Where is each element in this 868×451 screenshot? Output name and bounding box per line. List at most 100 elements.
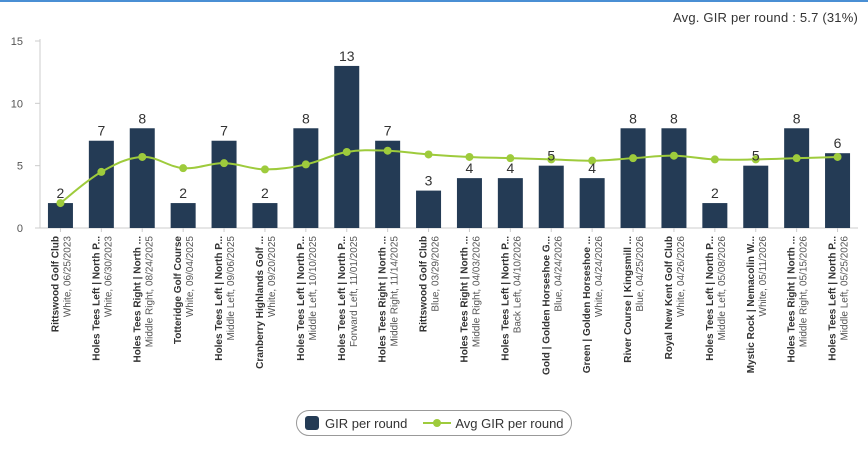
x-category-course: Holes Tees Right | North ... <box>787 236 798 363</box>
y-tick-label: 0 <box>17 223 23 235</box>
avg-gir-point <box>710 155 719 164</box>
legend-item-avg[interactable]: Avg GIR per round <box>407 415 564 431</box>
x-category-label: Holes Tees Left | North P... Middle Left,… <box>828 236 851 361</box>
bar-data-label: 5 <box>547 148 555 164</box>
top-accent-rule <box>0 0 868 2</box>
gir-bar <box>47 203 73 228</box>
x-category-label: Rittswood Golf Club White, 06/25/2023 <box>50 236 73 333</box>
bar-data-label: 4 <box>588 160 596 176</box>
x-category-label: Holes Tees Left | North P... Back Left, 0… <box>500 236 523 361</box>
avg-gir-point <box>588 156 597 165</box>
bar-data-label: 4 <box>506 160 514 176</box>
x-category-label: Holes Tees Left | North P... Middle Left,… <box>705 236 728 361</box>
x-category-label: Totteridge Golf Course White, 09/04/2025 <box>173 236 196 345</box>
bar-data-label: 13 <box>339 48 355 64</box>
x-category-course: Holes Tees Right | North ... <box>459 236 470 363</box>
avg-gir-point <box>260 165 269 174</box>
avg-gir-point <box>465 152 474 161</box>
x-category-course: River Course | Kingsmill ... <box>623 236 634 363</box>
x-category-detail: White, 05/11/2026 <box>758 236 769 317</box>
avg-gir-point <box>833 152 842 161</box>
gir-bar <box>497 178 523 228</box>
gir-bar <box>416 190 442 228</box>
x-category-detail: Middle Left, 05/08/2026 <box>717 236 728 341</box>
avg-gir-line <box>59 149 838 204</box>
legend-bar-swatch-icon <box>305 416 319 430</box>
bar-data-label: 8 <box>670 110 678 126</box>
x-category-course: Holes Tees Left | North P... <box>500 236 511 361</box>
avg-gir-point <box>547 155 556 164</box>
x-category-course: Royal New Kent Golf Club <box>664 236 675 359</box>
avg-gir-point <box>506 154 515 163</box>
bar-data-label: 2 <box>711 185 719 201</box>
x-category-label: Cranberry Highlands Golf ... White, 09/20… <box>255 236 278 369</box>
bar-data-label: 7 <box>97 123 105 139</box>
bar-data-label: 8 <box>302 110 310 126</box>
x-category-label: Holes Tees Right | North ... Middle Right… <box>787 236 810 363</box>
avg-gir-point <box>629 154 638 163</box>
x-category-course: Mystic Rock | Nemacolin W... <box>746 236 757 374</box>
x-category-detail: Middle Left, 09/06/2025 <box>226 236 237 341</box>
x-category-course: Holes Tees Left | North P... <box>296 236 307 361</box>
bar-data-label: 8 <box>793 110 801 126</box>
gir-bar <box>88 140 114 228</box>
bar-data-label: 7 <box>220 123 228 139</box>
x-category-label: Holes Tees Right | North ... Middle Right… <box>378 236 401 363</box>
x-category-label: Gold | Golden Horseshoe G... Blue, 04/24/… <box>541 236 564 375</box>
avg-line-series <box>56 146 842 208</box>
x-category-course: Rittswood Golf Club <box>50 236 61 332</box>
x-category-course: Holes Tees Left | North P... <box>828 236 839 361</box>
gir-bar <box>170 203 196 228</box>
bar-data-label: 3 <box>425 173 433 189</box>
x-category-detail: White, 04/26/2026 <box>676 236 687 318</box>
x-category-course: Holes Tees Left | North P... <box>214 236 225 361</box>
gir-bar <box>293 128 319 228</box>
gir-bar <box>538 165 564 228</box>
x-category-label: Holes Tees Right | North ... Middle Right… <box>459 236 482 363</box>
x-category-course: Holes Tees Left | North P... <box>91 236 102 361</box>
legend-gir-label: GIR per round <box>325 415 408 431</box>
x-category-label: Green | Golden Horseshoe ... White, 04/24… <box>582 236 605 374</box>
bar-data-label: 8 <box>138 110 146 126</box>
legend-line-swatch-icon <box>423 416 452 430</box>
avg-gir-summary: Avg. GIR per round : 5.7 (31%) <box>673 10 858 25</box>
legend-avg-label: Avg GIR per round <box>455 415 564 431</box>
bar-data-label: 2 <box>57 185 65 201</box>
gir-bar <box>620 128 646 228</box>
x-category-course: Rittswood Golf Club <box>419 236 430 332</box>
avg-gir-point <box>669 151 678 160</box>
avg-gir-point <box>138 152 147 161</box>
x-category-label: Holes Tees Left | North P... White, 06/30… <box>91 236 114 361</box>
x-category-detail: Blue, 04/25/2026 <box>635 236 646 312</box>
x-category-label: Royal New Kent Golf Club White, 04/26/202… <box>664 236 687 360</box>
avg-gir-point <box>342 147 351 156</box>
x-category-detail: Forward Left, 11/01/2025 <box>349 236 360 347</box>
gir-bar <box>743 165 769 228</box>
x-category-label: Holes Tees Right | North ... Middle Right… <box>132 236 155 363</box>
x-category-detail: White, 06/25/2023 <box>62 236 73 318</box>
x-category-detail: Middle Right, 11/14/2025 <box>390 236 401 347</box>
x-category-label: Holes Tees Left | North P... Forward Left… <box>337 236 360 361</box>
legend-item-gir[interactable]: GIR per round <box>297 416 407 431</box>
x-category-detail: Middle Left, 10/10/2025 <box>308 236 319 341</box>
y-tick-label: 10 <box>11 98 23 110</box>
bar-data-label: 7 <box>384 123 392 139</box>
gir-bar <box>456 178 482 228</box>
gir-bar <box>375 140 401 228</box>
x-category-detail: Middle Right, 08/24/2025 <box>144 236 155 348</box>
avg-gir-point <box>179 164 188 173</box>
bar-data-label: 4 <box>466 160 474 176</box>
x-category-detail: White, 09/04/2025 <box>185 236 196 318</box>
bar-data-label: 6 <box>834 135 842 151</box>
gir-bar <box>579 178 605 228</box>
chart-legend: GIR per round Avg GIR per round <box>296 410 572 436</box>
gir-bar <box>702 203 728 228</box>
bar-series <box>47 65 851 228</box>
gir-bar <box>825 153 851 228</box>
x-category-detail: Middle Left, 05/25/2026 <box>840 236 851 341</box>
avg-gir-point <box>301 160 310 169</box>
avg-gir-point <box>424 150 433 159</box>
x-category-course: Holes Tees Left | North P... <box>337 236 348 361</box>
avg-gir-point <box>383 146 392 155</box>
